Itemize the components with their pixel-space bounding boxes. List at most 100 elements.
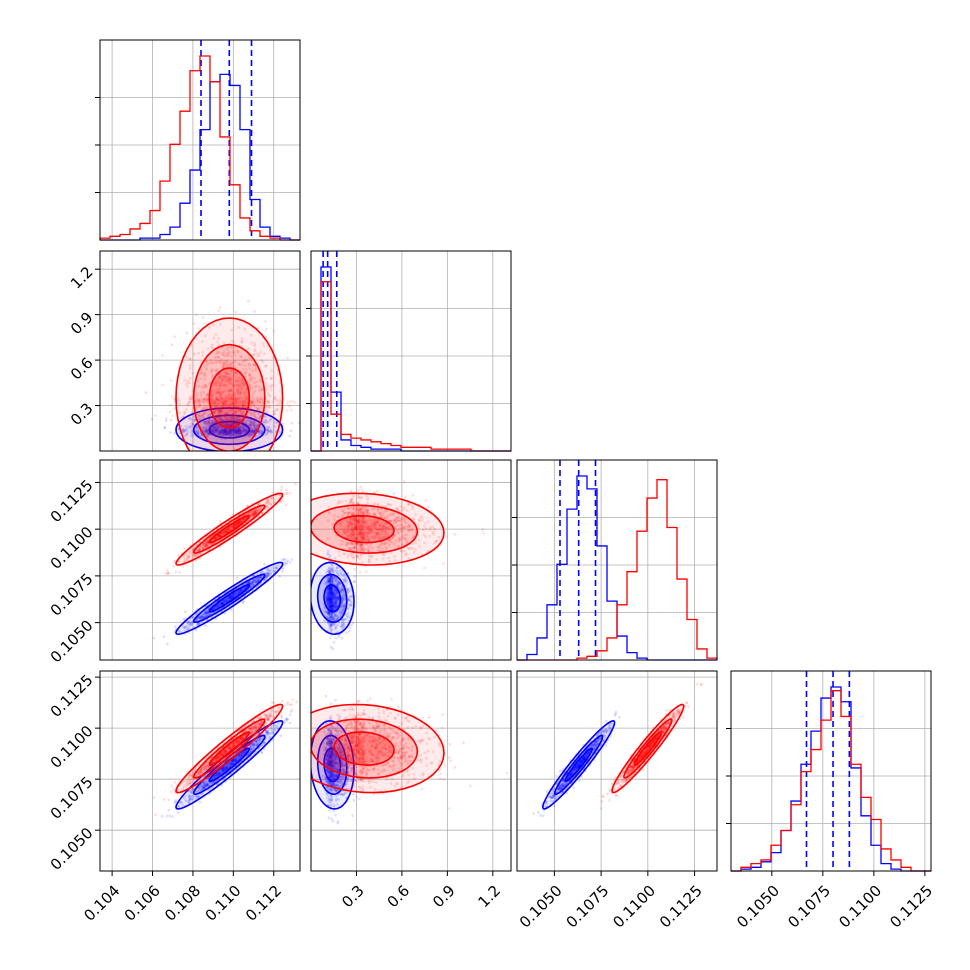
sample-point xyxy=(233,359,237,363)
sample-point xyxy=(238,393,242,396)
sample-point xyxy=(197,622,201,625)
sample-point xyxy=(237,426,241,429)
sample-point xyxy=(251,583,255,587)
sample-point xyxy=(216,398,219,402)
sample-point xyxy=(233,401,237,405)
sample-point xyxy=(252,425,256,429)
sample-point xyxy=(220,378,224,382)
sample-point xyxy=(186,415,190,418)
sample-point xyxy=(254,424,257,428)
sample-point xyxy=(218,432,222,436)
sample-point xyxy=(219,410,223,414)
sample-point xyxy=(225,433,228,436)
sample-point xyxy=(225,423,229,426)
sample-point xyxy=(265,406,269,409)
sample-point xyxy=(185,625,189,628)
sample-point xyxy=(230,328,234,332)
sample-point xyxy=(203,542,207,546)
sample-point xyxy=(232,524,236,527)
sample-point xyxy=(228,595,232,599)
sample-point xyxy=(208,421,211,424)
sample-point xyxy=(238,418,242,422)
sample-point xyxy=(215,395,218,399)
sample-point xyxy=(272,397,276,401)
sample-point xyxy=(224,599,228,603)
sample-point xyxy=(285,561,288,564)
sample-point xyxy=(232,404,236,408)
sample-point xyxy=(217,379,220,383)
sample-point xyxy=(191,371,195,375)
sample-point xyxy=(216,402,220,406)
sample-point xyxy=(265,428,269,432)
sample-point xyxy=(225,431,229,435)
sample-point xyxy=(195,401,199,405)
sample-point xyxy=(220,428,224,432)
sample-point xyxy=(189,398,193,402)
sample-point xyxy=(227,428,231,431)
sample-point xyxy=(232,391,236,395)
sample-point xyxy=(217,351,221,354)
sample-point xyxy=(223,433,227,437)
sample-point xyxy=(235,430,239,434)
sample-point xyxy=(228,595,232,598)
sample-point xyxy=(225,431,229,434)
sample-point xyxy=(264,381,268,385)
sample-point xyxy=(239,431,243,434)
sample-point xyxy=(212,426,216,430)
sample-point xyxy=(221,398,224,401)
sample-point xyxy=(187,620,190,624)
sample-point xyxy=(230,432,234,436)
sample-point xyxy=(222,399,226,403)
scatter-panel-2-0 xyxy=(152,482,300,646)
sample-point xyxy=(232,422,236,426)
sample-point xyxy=(183,557,187,561)
sample-point xyxy=(220,602,224,605)
sample-point xyxy=(195,428,199,432)
sample-point xyxy=(209,393,213,397)
sample-point xyxy=(224,432,228,435)
sample-point xyxy=(203,610,207,613)
sample-point xyxy=(234,400,237,404)
sample-point xyxy=(210,405,214,408)
sample-point xyxy=(232,350,236,354)
sample-point xyxy=(244,370,248,374)
sample-point xyxy=(265,431,268,435)
sample-point xyxy=(273,570,277,574)
sample-point xyxy=(218,602,222,606)
sample-point xyxy=(249,399,253,403)
sample-point xyxy=(201,425,205,429)
sample-point xyxy=(268,569,272,573)
sample-point xyxy=(206,424,209,428)
sample-point xyxy=(235,429,239,432)
sample-point xyxy=(222,422,226,425)
sample-point xyxy=(230,423,234,427)
sample-point xyxy=(222,601,226,604)
sample-point xyxy=(253,397,256,401)
sample-point xyxy=(253,414,256,418)
sample-point xyxy=(191,413,195,416)
sample-point xyxy=(221,384,225,387)
sample-point xyxy=(214,391,218,395)
sample-point xyxy=(208,419,212,422)
sample-point xyxy=(255,580,259,584)
sample-point xyxy=(205,400,209,404)
sample-point xyxy=(197,351,201,355)
sample-point xyxy=(205,543,209,547)
sample-point xyxy=(216,431,220,434)
sample-point xyxy=(228,382,232,386)
sample-point xyxy=(224,530,227,534)
sample-point xyxy=(230,388,233,392)
sample-point xyxy=(206,611,210,615)
sample-point xyxy=(202,386,206,389)
sample-point xyxy=(272,569,275,573)
sample-point xyxy=(248,580,251,584)
sample-point xyxy=(197,547,201,551)
sample-point xyxy=(252,423,256,426)
sample-point xyxy=(281,567,285,570)
sample-point xyxy=(233,523,237,527)
sample-point xyxy=(244,405,248,409)
sample-point xyxy=(244,429,248,433)
sample-point xyxy=(228,364,232,367)
sample-point xyxy=(228,398,232,402)
sample-point xyxy=(231,394,235,398)
